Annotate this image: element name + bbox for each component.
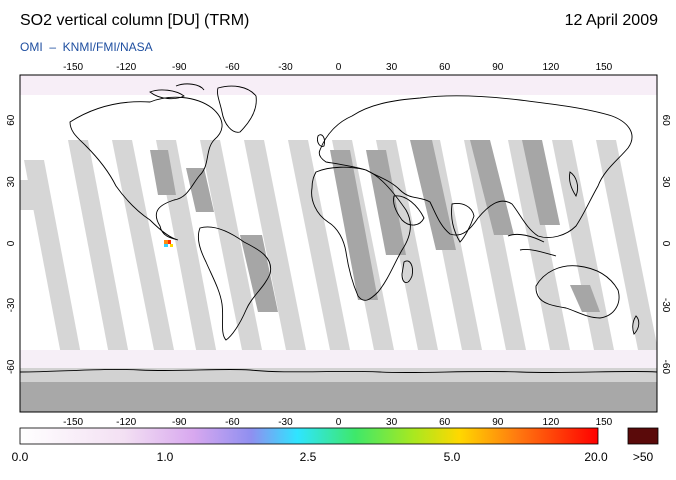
lat-tick-label-left: -60	[6, 359, 17, 374]
lat-tick-label-left: -30	[6, 297, 17, 312]
colorbar-label-2: 2.5	[299, 450, 317, 464]
colorbar-overflow-swatch	[627, 427, 659, 445]
lat-tick-label-left: 30	[6, 176, 17, 188]
map-credits: OMI – KNMI/FMI/NASA	[20, 40, 153, 54]
lon-tick-label-top: 90	[492, 62, 504, 73]
lon-tick-label-bottom: -90	[172, 417, 187, 428]
lat-tick-label-right: 30	[660, 176, 671, 188]
coastline-greenland	[217, 85, 257, 133]
lon-tick-label-bottom: 90	[492, 417, 504, 428]
lon-tick-label-top: 60	[439, 62, 451, 73]
lon-tick-label-bottom: 120	[542, 417, 559, 428]
lon-tick-label-top: -150	[63, 62, 83, 73]
orbit-swath-gaps	[20, 75, 657, 412]
lon-tick-label-top: -30	[278, 62, 293, 73]
lat-tick-label-right: 60	[660, 115, 671, 127]
lon-tick-label-top: 150	[596, 62, 613, 73]
coastline-south-america	[197, 226, 272, 341]
colorbar-label-4: 20.0	[584, 450, 608, 464]
coastline-africa	[311, 166, 411, 301]
lat-tick-label-right: -60	[660, 360, 671, 375]
colorbar-label-5: >50	[632, 450, 654, 464]
lon-tick-label-top: 0	[336, 62, 342, 73]
lon-tick-label-top: 30	[386, 62, 398, 73]
latitude-ticks-left: 60 30 0 -30 -60	[6, 114, 17, 374]
latitude-ticks-right: 60 30 0 -30 -60	[660, 115, 671, 375]
so2-hotspot	[164, 240, 173, 247]
colorbar-label-3: 5.0	[443, 450, 461, 464]
lon-tick-label-bottom: -120	[116, 417, 136, 428]
lon-tick-label-top: -120	[116, 62, 136, 73]
longitude-ticks-top: -150 -120 -90 -60 -30 0 30 60 90 120 150	[63, 62, 613, 73]
map-title: SO2 vertical column [DU] (TRM)	[20, 12, 250, 29]
coastlines	[20, 83, 657, 374]
lat-tick-label-right: -30	[660, 298, 671, 313]
lon-tick-label-top: -60	[225, 62, 240, 73]
lat-tick-label-left: 60	[6, 114, 17, 126]
lat-tick-label-right: 0	[660, 241, 671, 247]
lon-tick-label-bottom: 0	[336, 417, 342, 428]
lon-tick-label-bottom: -60	[225, 417, 240, 428]
lon-tick-label-bottom: 150	[596, 417, 613, 428]
colorbar-label-1: 1.0	[156, 450, 174, 464]
coastline-australia	[535, 265, 620, 319]
lon-tick-label-top: -90	[172, 62, 187, 73]
lon-tick-label-bottom: 60	[439, 417, 451, 428]
lon-tick-label-bottom: -30	[278, 417, 293, 428]
coastline-eurasia	[318, 95, 633, 238]
longitude-ticks-bottom: -150 -120 -90 -60 -30 0 30 60 90 120 150	[63, 417, 613, 428]
coastline-north-america	[69, 96, 223, 241]
coastline-antarctica	[20, 368, 657, 374]
map-date: 12 April 2009	[564, 12, 658, 29]
lon-tick-label-top: 120	[542, 62, 559, 73]
lon-tick-label-bottom: -150	[63, 417, 83, 428]
lon-tick-label-bottom: 30	[386, 417, 398, 428]
lat-tick-label-left: 0	[6, 240, 17, 246]
colorbar-label-0: 0.0	[11, 450, 29, 464]
colorbar-gradient	[19, 427, 599, 445]
